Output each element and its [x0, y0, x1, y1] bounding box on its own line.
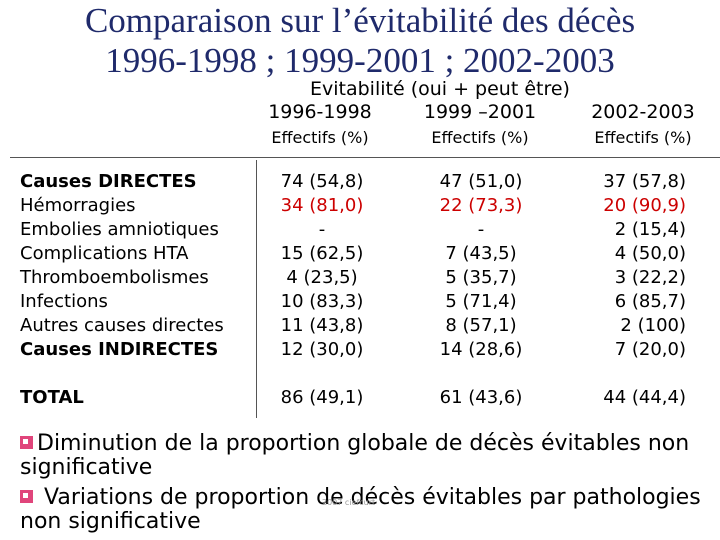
column-header-2002-2003: 2002-2003 — [591, 101, 695, 123]
row-label-infections: Infections — [20, 291, 108, 312]
cell-value: 11 (43,8) — [280, 315, 364, 336]
cell-value: 4 (50,0) — [614, 243, 686, 264]
cell-value: 12 (30,0) — [280, 339, 364, 360]
row-label-thromboembolism: Thromboembolismes — [20, 267, 209, 288]
cell-value: 5 (71,4) — [445, 291, 517, 312]
row-label-hemorrhages: Hémorragies — [20, 195, 136, 216]
cell-value: - — [318, 219, 326, 240]
table-header-divider — [10, 157, 720, 158]
column-values-2002-2003: 37 (57,8) 20 (90,9) 2 (15,4) 4 (50,0) 3 … — [578, 170, 686, 362]
title-line-2: 1996-1998 ; 1999-2001 ; 2002-2003 — [105, 41, 615, 80]
square-bullet-icon — [20, 436, 33, 449]
cell-value: 4 (23,5) — [286, 267, 358, 288]
cell-value: 22 (73,3) — [439, 195, 523, 216]
table-column-divider — [256, 160, 257, 418]
row-label-other-direct: Autres causes directes — [20, 315, 224, 336]
cell-value: 3 (22,2) — [614, 267, 686, 288]
cell-value: 7 (20,0) — [614, 339, 686, 360]
square-bullet-icon — [20, 490, 33, 503]
cell-value: 37 (57,8) — [603, 171, 686, 192]
column-unit-3: Effectifs (%) — [594, 128, 692, 147]
row-label-indirect-causes: Causes INDIRECTES — [20, 339, 219, 360]
table-subtitle: Evitabilité (oui + peut être) — [310, 78, 570, 100]
bullet-list: Diminution de la proportion globale de d… — [20, 432, 710, 534]
title-line-1: Comparaison sur l’évitabilité des décès — [84, 1, 636, 40]
column-values-1996-1998: 74 (54,8) 34 (81,0) - 15 (62,5) 4 (23,5)… — [272, 170, 372, 362]
cell-value: 6 (85,7) — [614, 291, 686, 312]
column-header-1999-2001: 1999 –2001 — [423, 101, 537, 123]
cell-value: 8 (57,1) — [445, 315, 517, 336]
total-2002-2003: 44 (44,4) — [603, 387, 686, 408]
bullet-item: Variations de proportion de décès évitab… — [20, 486, 710, 534]
cell-value: 10 (83,3) — [280, 291, 364, 312]
cell-value: 14 (28,6) — [439, 339, 523, 360]
column-header-1996-1998: 1996-1998 — [268, 101, 372, 123]
row-label-hta-complications: Complications HTA — [20, 243, 189, 264]
cell-value: 34 (81,0) — [280, 195, 364, 216]
row-label-amniotic-embolism: Embolies amniotiques — [20, 219, 219, 240]
column-values-1999-2001: 47 (51,0) 22 (73,3) - 7 (43,5) 5 (35,7) … — [426, 170, 536, 362]
cell-value: 15 (62,5) — [280, 243, 364, 264]
bullet-text: Variations de proportion de décès évitab… — [20, 485, 701, 534]
row-labels: Causes DIRECTES Hémorragies Embolies amn… — [20, 170, 224, 362]
cell-value: 5 (35,7) — [445, 267, 517, 288]
footer-watermark: 2007 ciefcurt — [322, 498, 376, 507]
cell-value: - — [477, 219, 485, 240]
column-unit-1: Effectifs (%) — [271, 128, 369, 147]
bullet-text: Diminution de la proportion globale de d… — [20, 431, 690, 480]
row-label-direct-causes: Causes DIRECTES — [20, 171, 197, 192]
total-label: TOTAL — [20, 387, 84, 408]
cell-value: 47 (51,0) — [439, 171, 523, 192]
total-1996-1998: 86 (49,1) — [280, 387, 364, 408]
total-1999-2001: 61 (43,6) — [439, 387, 523, 408]
cell-value: 7 (43,5) — [445, 243, 517, 264]
bullet-item: Diminution de la proportion globale de d… — [20, 432, 710, 480]
cell-value: 2 (15,4) — [614, 219, 686, 240]
cell-value: 20 (90,9) — [603, 195, 686, 216]
cell-value: 74 (54,8) — [280, 171, 364, 192]
column-unit-2: Effectifs (%) — [431, 128, 529, 147]
cell-value: 2 (100) — [620, 315, 686, 336]
